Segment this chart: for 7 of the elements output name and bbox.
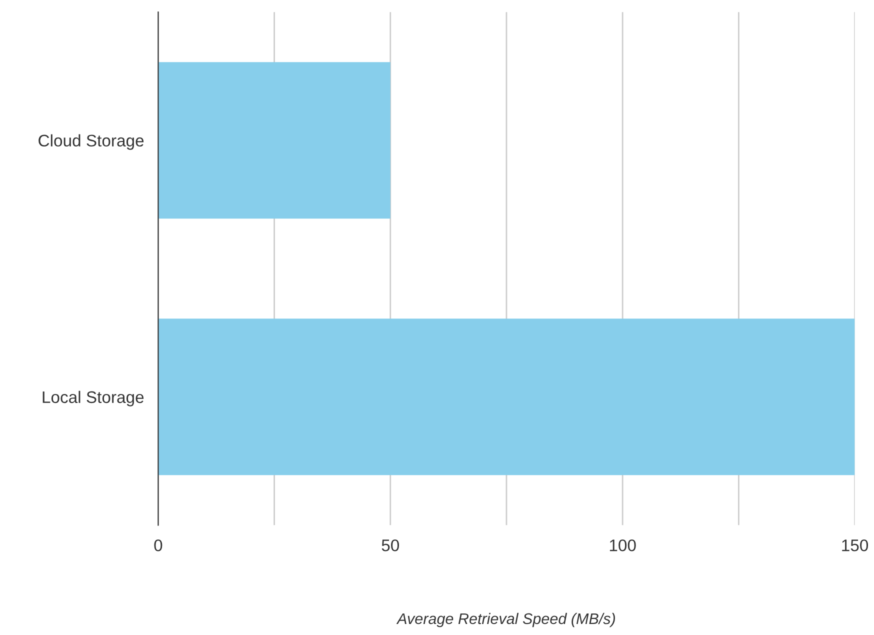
x-tick-label: 150 (842, 539, 868, 552)
y-tick-label: Cloud Storage (38, 134, 144, 150)
x-axis-title: Average Retrieval Speed (MB/s) (396, 612, 615, 628)
y-tick-label: Local Storage (42, 390, 144, 406)
x-tick-label: 50 (382, 539, 400, 552)
x-tick-label: 100 (610, 539, 636, 552)
x-tick-label: 0 (154, 539, 162, 552)
